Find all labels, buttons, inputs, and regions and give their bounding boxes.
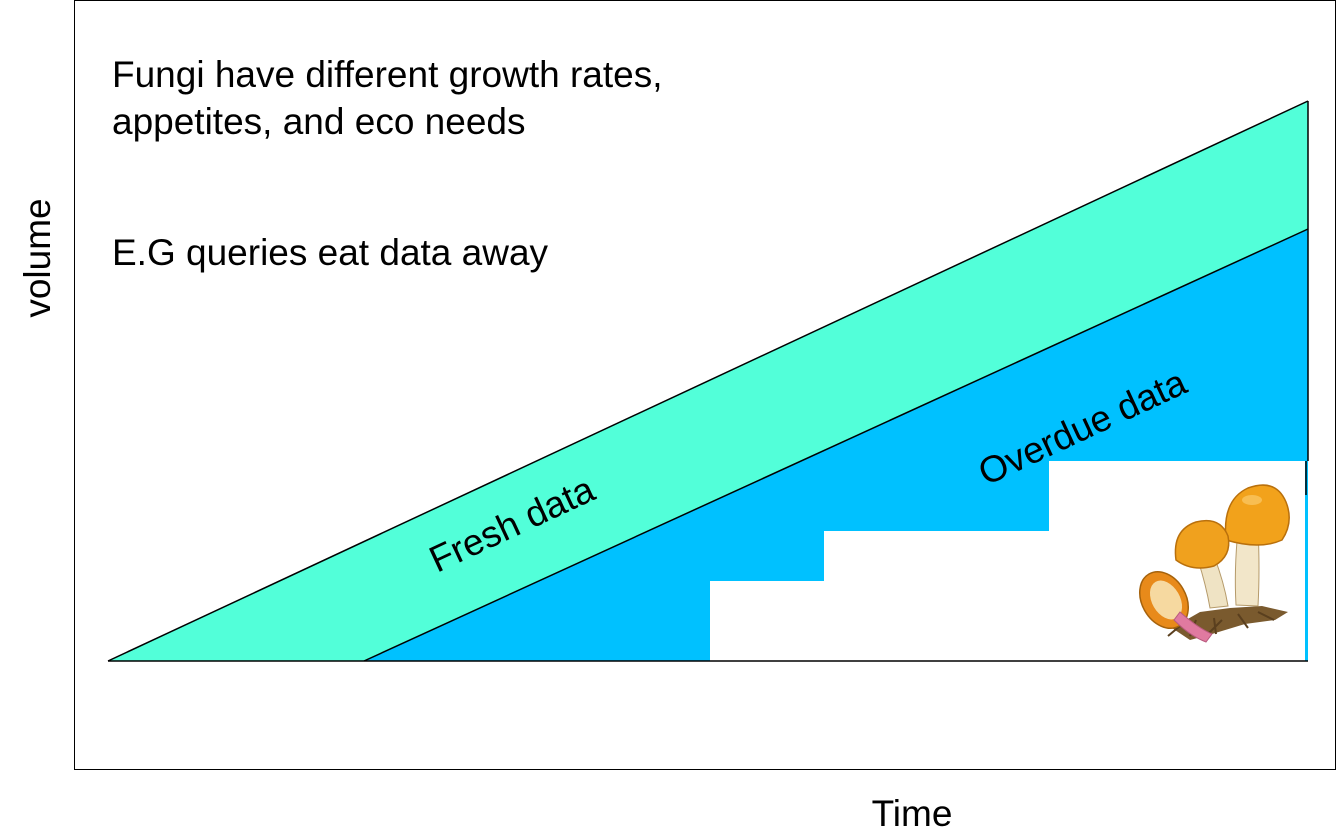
annotation-line-2: appetites, and eco needs bbox=[112, 101, 526, 142]
fresh-upper-line bbox=[107, 100, 1309, 662]
overdue-upper-line bbox=[363, 228, 1309, 662]
diagram-frame bbox=[74, 0, 1336, 770]
annotation-line-1: Fungi have different growth rates, bbox=[112, 54, 663, 95]
x-axis-label: Time bbox=[871, 793, 953, 834]
mushroom-icon bbox=[1139, 484, 1290, 643]
annotation-line-3: E.G queries eat data away bbox=[112, 232, 549, 273]
y-axis-label: volume bbox=[17, 198, 58, 318]
